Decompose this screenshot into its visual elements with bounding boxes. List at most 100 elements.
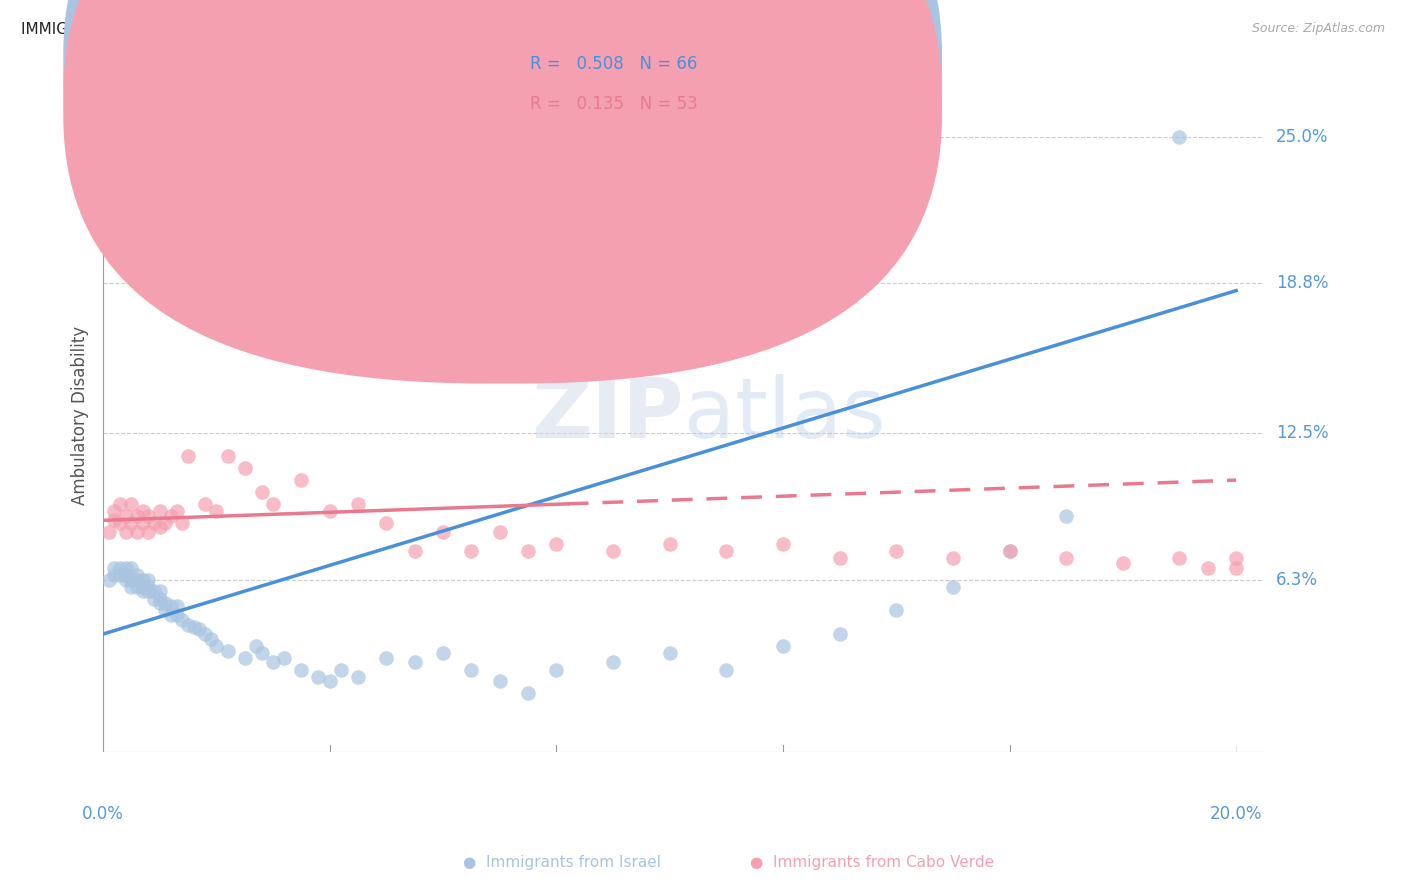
Point [108,567,131,582]
Point [120,516,142,530]
Point [138,525,160,540]
Point [404,656,426,670]
Point [658,646,681,660]
Point [233,461,256,475]
Point [828,627,851,641]
Point [97,525,120,540]
Point [143,591,166,606]
Point [1168,551,1191,566]
Point [103,513,125,527]
Point [149,596,172,610]
Point [160,599,183,613]
Point [132,504,155,518]
Point [772,537,794,551]
Point [166,608,188,623]
Point [108,560,131,574]
Point [307,670,329,684]
Text: 18.8%: 18.8% [1275,275,1329,293]
Point [166,599,188,613]
Point [1168,129,1191,144]
Text: ZIP: ZIP [531,375,683,456]
Point [716,663,738,677]
Point [546,537,568,551]
Point [432,646,454,660]
Point [149,520,172,534]
Point [108,497,131,511]
Point [250,484,273,499]
Point [942,551,965,566]
Text: 0.0%: 0.0% [82,805,124,822]
Point [149,591,172,606]
Point [488,525,510,540]
Point [114,508,136,523]
Text: ●  Immigrants from Israel: ● Immigrants from Israel [464,855,661,870]
Point [188,622,211,636]
Point [998,544,1021,558]
Point [114,573,136,587]
Point [546,663,568,677]
Point [262,497,284,511]
Point [375,650,398,665]
Point [103,504,125,518]
Point [155,603,177,617]
Text: 12.5%: 12.5% [1275,424,1329,442]
Point [143,584,166,599]
Point [884,544,907,558]
Point [132,580,155,594]
Point [1054,508,1077,523]
Point [432,525,454,540]
Point [330,663,353,677]
Point [114,525,136,540]
Point [120,580,142,594]
Point [217,643,239,657]
Point [127,580,149,594]
Point [114,567,136,582]
Point [103,567,125,582]
Point [460,544,482,558]
Point [138,584,160,599]
Point [120,560,142,574]
Point [155,516,177,530]
Point [138,508,160,523]
Point [460,663,482,677]
Point [347,670,370,684]
Point [517,686,540,700]
Point [108,516,131,530]
Point [200,632,222,646]
Point [127,573,149,587]
Point [143,516,166,530]
Point [290,663,312,677]
Text: 6.3%: 6.3% [1275,571,1317,589]
Point [127,525,149,540]
Point [375,516,398,530]
Point [138,573,160,587]
Point [132,516,155,530]
Point [1112,556,1135,570]
Point [155,596,177,610]
Point [97,573,120,587]
Point [205,504,228,518]
Point [942,580,965,594]
Point [132,573,155,587]
Point [772,639,794,653]
Text: Source: ZipAtlas.com: Source: ZipAtlas.com [1251,22,1385,36]
Point [319,674,342,689]
Point [347,497,370,511]
Point [998,544,1021,558]
Point [245,639,267,653]
Text: IMMIGRANTS FROM ISRAEL VS IMMIGRANTS FROM CABO VERDE AMBULATORY DISABILITY CORRE: IMMIGRANTS FROM ISRAEL VS IMMIGRANTS FRO… [21,22,875,37]
Point [884,603,907,617]
Text: ●  Immigrants from Cabo Verde: ● Immigrants from Cabo Verde [749,855,994,870]
Point [114,560,136,574]
Point [149,584,172,599]
Text: atlas: atlas [683,375,886,456]
Point [319,504,342,518]
Point [127,508,149,523]
Point [120,497,142,511]
Point [828,551,851,566]
Point [233,650,256,665]
Point [488,674,510,689]
Point [172,613,194,627]
Point [217,450,239,464]
Point [602,656,624,670]
